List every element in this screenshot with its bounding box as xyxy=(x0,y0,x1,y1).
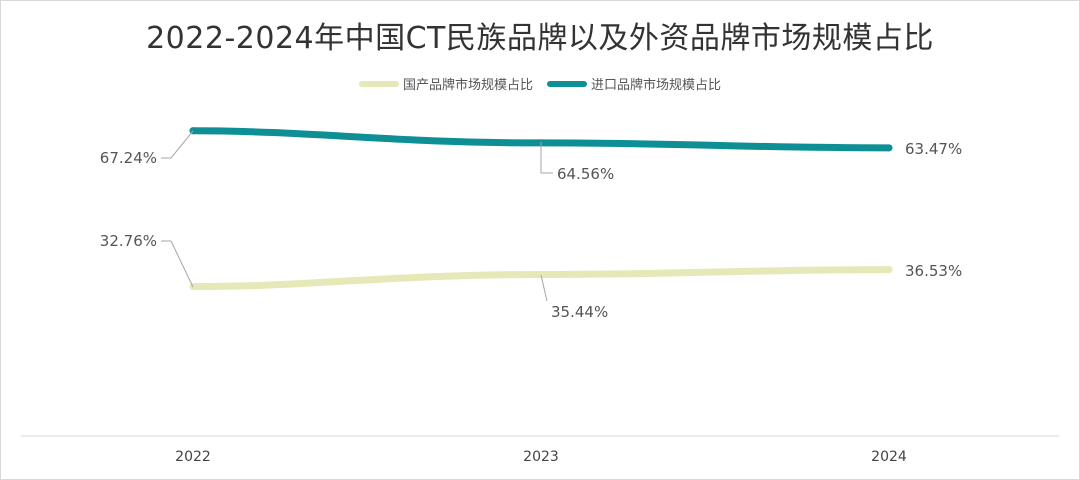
legend-label-imported: 进口品牌市场规模占比 xyxy=(591,78,722,93)
data-point-1-2 xyxy=(885,144,893,152)
leader-line-1-0 xyxy=(161,130,194,159)
leader-line-0-1 xyxy=(540,274,548,302)
legend-swatch-domestic xyxy=(358,80,399,87)
x-tick-label-2023: 2023 xyxy=(523,449,559,465)
chart-title: 2022-2024年中国CT民族品牌以及外资品牌市场规模占比 xyxy=(146,21,934,56)
legend-label-domestic: 国产品牌市场规模占比 xyxy=(402,78,533,93)
x-tick-label-2024: 2024 xyxy=(871,449,907,465)
legend: 国产品牌市场规模占比 进口品牌市场规模占比 xyxy=(1,74,1079,93)
leader-line-0-0 xyxy=(161,240,194,288)
x-tick-label-2022: 2022 xyxy=(175,449,211,465)
data-label-0-0: 32.76% xyxy=(100,232,157,250)
legend-swatch-imported xyxy=(547,80,587,87)
data-label-0-1: 35.44% xyxy=(551,303,608,321)
legend-item-imported: 进口品牌市场规模占比 xyxy=(547,74,721,93)
data-label-1-1: 64.56% xyxy=(557,165,614,183)
data-label-1-0: 67.24% xyxy=(100,149,157,167)
leader-line-1-1 xyxy=(540,142,553,174)
data-label-0-2: 36.53% xyxy=(905,262,962,280)
legend-item-domestic: 国产品牌市场规模占比 xyxy=(358,74,533,93)
data-point-0-2 xyxy=(885,266,893,274)
data-label-1-2: 63.47% xyxy=(905,140,962,158)
data-point-0-1 xyxy=(537,270,545,278)
